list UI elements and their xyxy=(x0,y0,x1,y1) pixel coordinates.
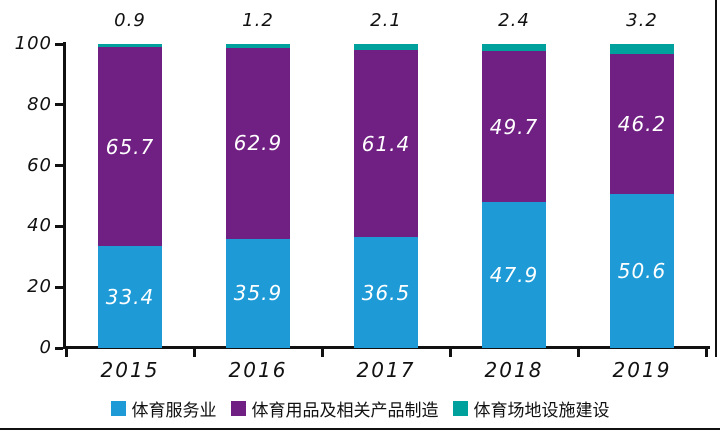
above-bar-value-label: 2.1 xyxy=(370,10,402,31)
legend-swatch-icon xyxy=(230,401,246,416)
x-tick-label-2015: 2015 xyxy=(100,358,160,382)
bar-value-label: 35.9 xyxy=(233,281,283,306)
above-bar-value-label: 0.9 xyxy=(114,10,146,31)
bar-value-label: 50.6 xyxy=(617,259,667,284)
bar-segment-2017-s0: 36.5 xyxy=(354,237,418,348)
y-axis-line xyxy=(63,42,66,348)
bar-segment-2016-s2 xyxy=(226,44,290,48)
bottom-border-line xyxy=(0,428,720,430)
x-tick-label-2019: 2019 xyxy=(612,358,672,382)
y-tick-label: 100 xyxy=(14,33,52,54)
y-tick-label: 80 xyxy=(27,93,52,115)
y-tick-label: 40 xyxy=(27,215,52,237)
y-tick-mark xyxy=(55,285,63,289)
x-tick-mark xyxy=(192,349,196,357)
x-tick-label-2016: 2016 xyxy=(228,358,288,382)
bar-value-label: 61.4 xyxy=(361,131,411,156)
y-tick-mark xyxy=(55,42,63,46)
bar-segment-2015-s1: 65.7 xyxy=(98,46,162,247)
y-tick-mark xyxy=(55,224,63,228)
y-tick-mark xyxy=(55,164,63,168)
bar-segment-2019-s1: 46.2 xyxy=(610,53,674,195)
bar-value-label: 36.5 xyxy=(361,280,411,305)
x-tick-mark xyxy=(64,349,68,357)
chart-legend: 体育服务业 体育用品及相关产品制造 体育场地设施建设 xyxy=(0,396,720,421)
y-tick-label: 20 xyxy=(27,276,52,298)
y-tick-label: 60 xyxy=(27,154,52,176)
bar-value-label: 65.7 xyxy=(105,134,155,159)
x-tick-mark xyxy=(704,349,708,357)
bar-segment-2019-s2 xyxy=(610,44,674,54)
above-bar-value-label: 1.2 xyxy=(242,10,274,31)
y-tick-label: 0 xyxy=(39,337,52,358)
bar-segment-2017-s1: 61.4 xyxy=(354,50,418,238)
legend-swatch-icon xyxy=(110,401,126,416)
bar-value-label: 62.9 xyxy=(233,131,283,156)
bar-segment-2016-s0: 35.9 xyxy=(226,238,290,348)
x-tick-mark xyxy=(576,349,580,357)
bar-segment-2019-s0: 50.6 xyxy=(610,194,674,348)
bar-segment-2017-s2 xyxy=(354,44,418,51)
legend-item-2: 体育场地设施建设 xyxy=(452,396,610,421)
above-bar-value-label: 3.2 xyxy=(626,10,658,31)
bar-segment-2015-s2 xyxy=(98,44,162,47)
above-bar-value-label: 2.4 xyxy=(498,10,530,31)
legend-item-0: 体育服务业 xyxy=(110,396,217,421)
x-tick-label-2018: 2018 xyxy=(484,358,544,382)
legend-item-1: 体育用品及相关产品制造 xyxy=(230,396,439,421)
legend-label: 体育服务业 xyxy=(131,401,217,421)
bar-segment-2018-s0: 47.9 xyxy=(482,202,546,348)
legend-label: 体育用品及相关产品制造 xyxy=(251,401,439,421)
legend-swatch-icon xyxy=(452,401,468,416)
right-border-line xyxy=(715,0,717,357)
bar-segment-2015-s0: 33.4 xyxy=(98,246,162,348)
y-tick-mark xyxy=(55,103,63,107)
y-tick-mark xyxy=(55,346,63,350)
bar-value-label: 49.7 xyxy=(489,114,539,139)
bar-value-label: 46.2 xyxy=(617,111,667,136)
bar-value-label: 33.4 xyxy=(105,285,155,310)
x-tick-label-2017: 2017 xyxy=(356,358,416,382)
x-tick-mark xyxy=(448,349,452,357)
x-tick-mark xyxy=(320,349,324,357)
bar-value-label: 47.9 xyxy=(489,263,539,288)
legend-label: 体育场地设施建设 xyxy=(473,401,610,421)
bar-segment-2016-s1: 62.9 xyxy=(226,47,290,239)
bar-segment-2018-s2 xyxy=(482,44,546,52)
bar-segment-2018-s1: 49.7 xyxy=(482,51,546,203)
